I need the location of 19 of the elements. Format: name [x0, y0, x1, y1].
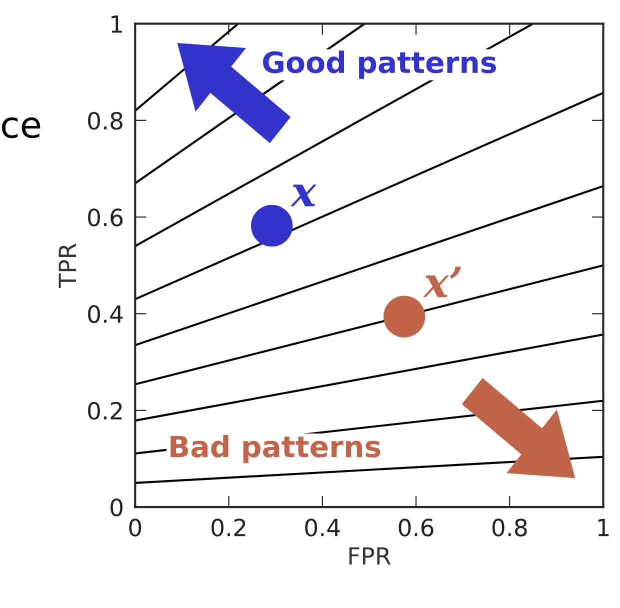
y-tick-label: 0 [110, 498, 122, 516]
x-tick-label: 0.6 [398, 518, 434, 536]
x-tick-label: 0.2 [212, 518, 246, 536]
annotation: Good patterns [263, 50, 496, 79]
x-tick-label: 0 [129, 518, 142, 536]
series-label: x’ [423, 266, 461, 298]
annotation: Bad patterns [170, 434, 380, 464]
x-axis-title: FPR [349, 547, 391, 565]
x-tick-label: 0.4 [305, 518, 340, 536]
y-tick-label: 0.2 [88, 402, 122, 420]
y-axis-title: TPR [58, 244, 76, 288]
x-tick-label: 0.8 [492, 518, 527, 536]
series-label: x [290, 184, 317, 206]
y-tick-label: 0.4 [88, 305, 123, 324]
x-tick-label: 1 [598, 518, 609, 536]
y-tick-label: 0.6 [88, 208, 123, 226]
text: ce [2, 117, 40, 138]
y-tick-label: 1 [112, 15, 122, 33]
y-tick-label: 0.8 [88, 112, 122, 130]
